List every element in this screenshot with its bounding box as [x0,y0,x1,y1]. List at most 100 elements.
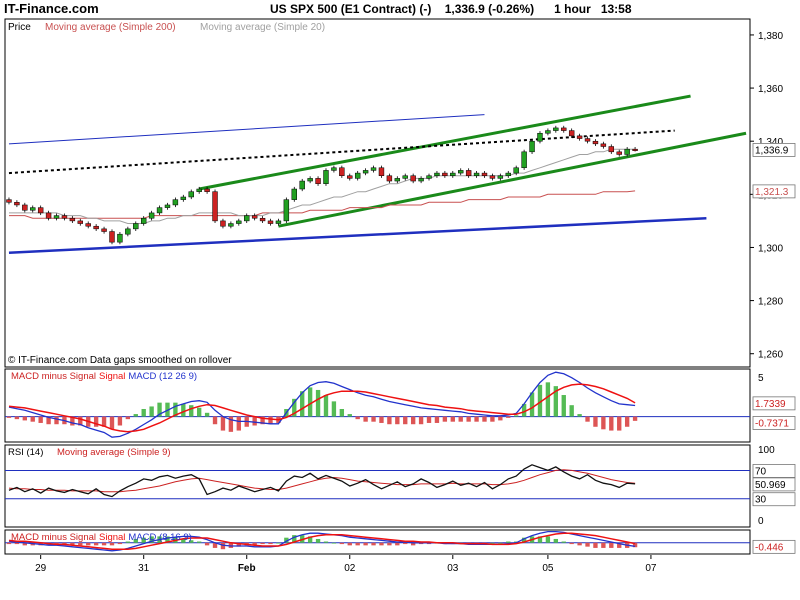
price-candle [331,167,337,171]
sma200-tag: 1,321.3 [755,187,789,198]
macd-hist-bar [632,416,638,421]
chart-canvas: 1,3801,3601,3401,3201,3001,2801,260Price… [4,18,796,574]
macd-fast-hist-bar [585,542,590,547]
macd-panel [4,368,751,443]
macd-hist-bar [93,416,99,427]
macd-hist-bar [189,405,194,417]
price-candle [291,188,297,200]
price-candle [37,207,44,214]
macd-fast-hist-bar [577,542,582,546]
macd-hist-bar [331,401,337,417]
macd-fast-hist-bar [212,542,218,548]
macd-fast-hist-bar [149,536,154,543]
macd-fast-hist-bar [14,542,20,545]
channel-lower-line [278,131,747,228]
sma200-legend: Moving average (Simple 200) [45,22,176,33]
macd-fast-hist-bar [268,542,273,545]
macd-hist-bar [537,384,543,417]
price-candle [481,172,488,176]
price-ytick-label: 1,340 [758,137,783,148]
macd-hist-bar [474,416,479,422]
macd-hist-bar [553,386,559,417]
price-candle [347,175,353,179]
rsi-ytick-label: 0 [758,516,764,527]
price-candle [339,167,345,176]
macd-hist-bar [577,414,582,417]
price-panel [4,18,751,368]
sma200-line [9,190,636,219]
macd-signal-line [8,383,636,433]
macd-hist-bar [292,398,297,417]
x-tick-label: Feb [238,563,256,574]
chart-header: IT-Finance.com US SPX 500 (E1 Contract) … [0,0,800,18]
macd-legend: MACD minus Signal Signal MACD (12 26 9) [11,371,197,382]
macd-fast-hist-bar [632,542,638,548]
macd-hist-bar [418,416,424,425]
price-candle [22,204,28,211]
price-ytick-label: 1,380 [758,31,783,42]
macd-hist-bar [498,416,503,421]
macd-fast-hist-bar [506,541,511,543]
rsi-tag-box [752,477,796,492]
price-candle [109,231,115,243]
macd-hist-bar [601,416,606,430]
macd-fast-hist-bar [410,542,416,546]
macd-fast-hist-bar [101,542,107,546]
macd-fast-hist-bar [371,542,376,546]
macd-fast-hist-bar [363,542,368,546]
macd-fast-hist-bar [498,542,503,544]
price-candle [505,172,511,176]
macd-fast-hist-bar [323,541,329,543]
price-candle [267,220,274,224]
macd-fast-legend-signal: Signal [99,532,125,543]
price-candle [259,217,266,222]
macd-legend-hist: MACD minus Signal [11,371,96,382]
price-ytick-label: 1,300 [758,243,783,254]
macd-fast-legend-macd: MACD (8 16 9) [128,532,191,543]
price-candle [133,223,139,230]
price-candle [14,202,20,206]
price-candle [354,172,361,179]
rsi-tag: 50.969 [755,480,786,491]
macd-hist-bar [585,416,590,422]
macd-hist-bar [70,416,75,426]
timeframe-label: 1 hour [554,2,591,16]
macd-hist-bar [252,416,257,426]
macd-fast-hist-bar [601,542,606,548]
macd-fast-tag-0-box [752,539,796,554]
macd-fast-hist-bar [355,542,360,546]
macd-fast-hist-bar [260,542,265,545]
macd-ytick-label: 5 [758,373,764,384]
macd-fast-hist-bar [78,542,83,546]
price-ytick-label: 1,360 [758,84,783,95]
x-tick-label: 02 [344,563,356,574]
price-candle [275,220,282,224]
macd-hist-bar [300,391,305,417]
macd-hist-bar [426,416,432,423]
price-candle [140,217,147,224]
price-candle [513,167,519,174]
macd-hist-bar [260,416,265,425]
price-candle [545,130,551,134]
macd-hist-bar [125,416,131,420]
macd-hist-bar [529,392,535,417]
rsi-band-tag-1-box [752,492,796,507]
macd-fast-hist-bar [276,542,281,544]
price-candle [283,199,290,222]
price-candle [537,132,543,142]
macd-hist-bar [387,416,392,425]
price-candle [172,199,179,206]
x-tick-label: 31 [138,563,150,574]
macd-hist-bar [307,387,313,417]
price-candle [315,178,321,184]
macd-tag-0: 1.7339 [755,399,786,410]
macd-hist-bar [593,416,598,427]
price-candle [632,148,638,151]
brand-logo: IT-Finance.com [4,1,99,16]
macd-fast-hist-bar [93,542,99,546]
macd-hist-bar [181,403,186,417]
macd-hist-bar [561,395,566,417]
macd-hist-bar [38,416,43,423]
macd-fast-hist-bar [109,542,115,546]
macd-fast-hist-bar [403,542,408,545]
